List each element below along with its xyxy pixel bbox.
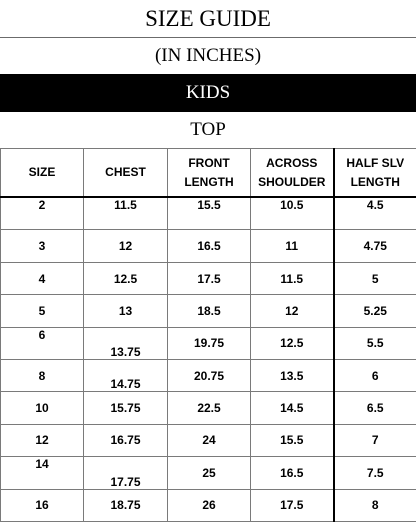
- header-front-length: FRONT LENGTH: [167, 148, 251, 198]
- cell-across-shoulder: 15.5: [250, 423, 334, 458]
- cell-across-shoulder: 10.5: [250, 196, 334, 231]
- cell-across-shoulder: 14.5: [250, 391, 334, 425]
- cell-chest: 16.75: [83, 423, 168, 458]
- cell-half-slv-length: 7: [332, 423, 416, 458]
- cell-size: 12: [0, 423, 84, 458]
- units-label: (IN INCHES): [0, 37, 416, 74]
- cell-half-slv-length: 4.75: [332, 229, 416, 263]
- cell-half-slv-length: 5.25: [332, 294, 416, 328]
- header-across-shoulder-line2: SHOULDER: [258, 174, 326, 189]
- cell-across-shoulder: 17.5: [250, 488, 334, 522]
- header-front-length-line2: LENGTH: [184, 174, 234, 189]
- cell-size: 2: [0, 196, 84, 231]
- header-across-shoulder: ACROSS SHOULDER: [250, 148, 334, 198]
- cell-across-shoulder: 11: [250, 229, 334, 263]
- cell-chest: 12: [83, 229, 168, 263]
- cell-size: 14: [0, 456, 84, 490]
- cell-size: 5: [0, 294, 84, 328]
- cell-across-shoulder: 11.5: [250, 261, 334, 296]
- cell-chest: 13: [83, 294, 168, 328]
- cell-across-shoulder: 12: [250, 294, 334, 328]
- cell-chest: 12.5: [83, 261, 168, 296]
- cell-half-slv-length: 6.5: [332, 391, 416, 425]
- table-row: 12 16.75 24 15.5 7: [0, 423, 416, 458]
- table-row: 6 13.75 19.75 12.5 5.5: [0, 326, 416, 360]
- cell-chest: 17.75: [83, 456, 168, 490]
- cell-half-slv-length: 6: [332, 358, 416, 393]
- header-half-slv-length-line2: LENGTH: [350, 174, 400, 189]
- table-row: 16 18.75 26 17.5 8: [0, 488, 416, 522]
- page-title: SIZE GUIDE: [145, 5, 271, 31]
- cell-front-length: 15.5: [167, 196, 251, 231]
- table-row: 14 17.75 25 16.5 7.5: [0, 456, 416, 490]
- table-row: 8 14.75 20.75 13.5 6: [0, 358, 416, 393]
- header-chest-label: CHEST: [105, 165, 146, 179]
- cell-size: 4: [0, 261, 84, 296]
- cell-front-length: 25: [167, 456, 251, 490]
- cell-front-length: 20.75: [167, 358, 251, 393]
- size-table: SIZE CHEST FRONT LENGTH ACROSS SHOULDER …: [0, 148, 416, 522]
- header-half-slv-length-line1: HALF SLV: [346, 155, 405, 170]
- cell-size: 10: [0, 391, 84, 425]
- cell-size: 3: [0, 229, 84, 263]
- cell-half-slv-length: 5.5: [332, 326, 416, 360]
- table-row: 4 12.5 17.5 11.5 5: [0, 261, 416, 296]
- cell-across-shoulder: 16.5: [250, 456, 334, 490]
- cell-chest: 15.75: [83, 391, 168, 425]
- table-row: 5 13 18.5 12 5.25: [0, 294, 416, 328]
- cell-across-shoulder: 12.5: [250, 326, 334, 360]
- header-half-slv-length: HALF SLV LENGTH: [332, 148, 416, 198]
- cell-chest: 14.75: [83, 358, 168, 393]
- category-banner: KIDS: [0, 74, 416, 112]
- cell-size: 8: [0, 358, 84, 393]
- header-across-shoulder-line1: ACROSS: [266, 155, 318, 170]
- table-row: 3 12 16.5 11 4.75: [0, 229, 416, 263]
- cell-front-length: 16.5: [167, 229, 251, 263]
- cell-front-length: 19.75: [167, 326, 251, 360]
- cell-chest: 11.5: [83, 196, 168, 231]
- cell-half-slv-length: 5: [332, 261, 416, 296]
- cell-half-slv-length: 7.5: [332, 456, 416, 490]
- cell-front-length: 26: [167, 488, 251, 522]
- cell-size: 6: [0, 326, 84, 360]
- cell-front-length: 17.5: [167, 261, 251, 296]
- header-front-length-line1: FRONT: [188, 155, 230, 170]
- cell-chest: 18.75: [83, 488, 168, 522]
- table-row: 2 11.5 15.5 10.5 4.5: [0, 196, 416, 231]
- table-row: 10 15.75 22.5 14.5 6.5: [0, 391, 416, 425]
- cell-size: 16: [0, 488, 84, 522]
- header-size-label: SIZE: [28, 165, 56, 179]
- cell-half-slv-length: 8: [332, 488, 416, 522]
- cell-across-shoulder: 13.5: [250, 358, 334, 393]
- header-size: SIZE: [0, 148, 84, 198]
- section-label: TOP: [190, 119, 226, 140]
- header-chest: CHEST: [83, 148, 168, 198]
- cell-chest: 13.75: [83, 326, 168, 360]
- cell-front-length: 24: [167, 423, 251, 458]
- table-header-row: SIZE CHEST FRONT LENGTH ACROSS SHOULDER …: [0, 148, 416, 198]
- cell-front-length: 22.5: [167, 391, 251, 425]
- cell-half-slv-length: 4.5: [332, 196, 416, 231]
- cell-front-length: 18.5: [167, 294, 251, 328]
